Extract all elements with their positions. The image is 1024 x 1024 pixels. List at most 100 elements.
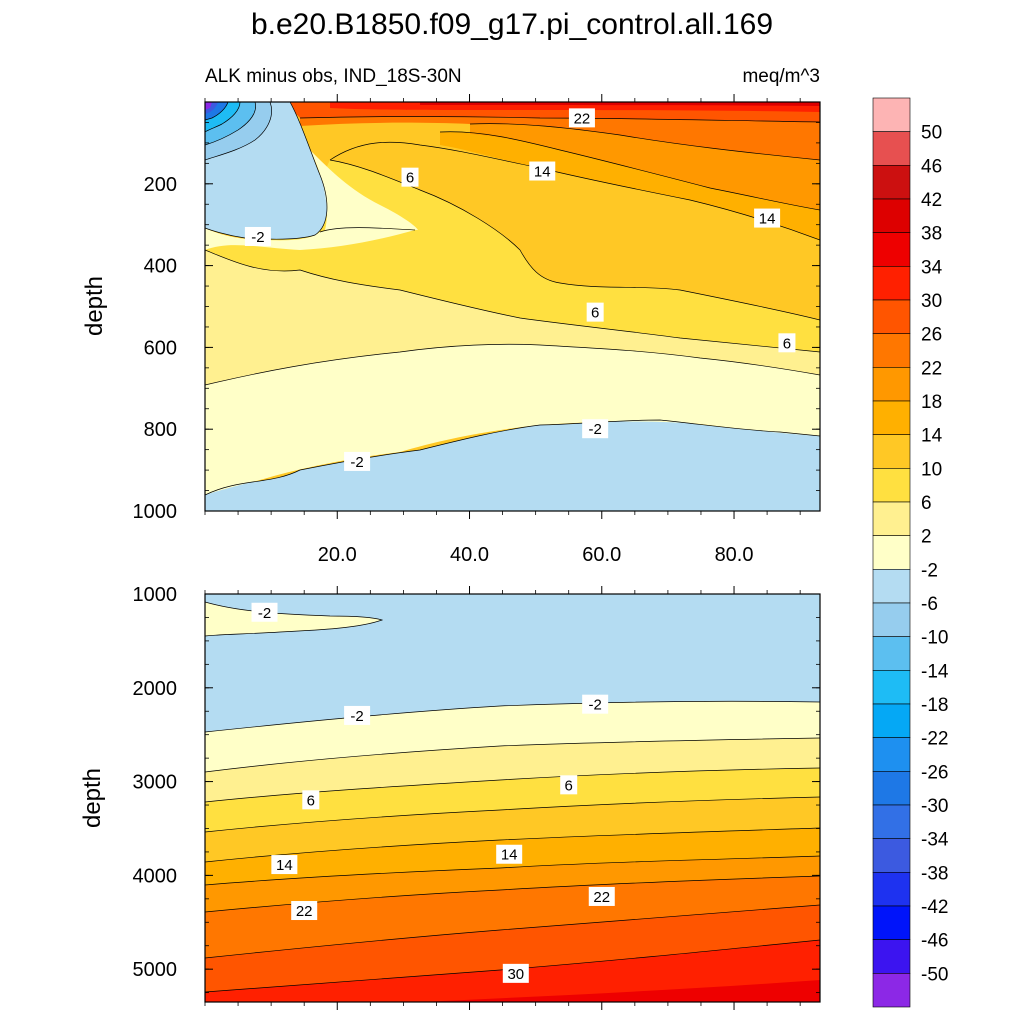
ytick-label: 800 bbox=[144, 419, 177, 441]
contour-label: 6 bbox=[591, 305, 599, 322]
colorbar-swatch bbox=[872, 569, 911, 604]
contour-label: 6 bbox=[783, 335, 791, 352]
colorbar-label: 26 bbox=[921, 325, 942, 346]
top-panel-contours bbox=[205, 102, 820, 511]
colorbar-swatch bbox=[872, 670, 911, 705]
colorbar-label: -26 bbox=[921, 762, 948, 783]
ytick-label: 400 bbox=[144, 256, 177, 278]
contour-label-box bbox=[244, 226, 271, 246]
ytick-label: 1000 bbox=[133, 584, 178, 606]
colorbar-label: 38 bbox=[921, 224, 942, 245]
colorbar-swatch bbox=[872, 367, 911, 402]
colorbar-label: -34 bbox=[921, 830, 949, 851]
contour-label-box bbox=[754, 208, 781, 228]
colorbar-label: 18 bbox=[921, 392, 942, 413]
ytick-label: 1000 bbox=[133, 501, 178, 523]
colorbar-swatch bbox=[872, 165, 911, 200]
colorbar-swatch bbox=[872, 501, 911, 536]
contour-labels: 22 14 6 14 -2 6 6 -2 -2 -2 -2 -2 6 6 14 14 22 22 30 bbox=[244, 108, 796, 983]
contour-label: 6 bbox=[565, 777, 573, 794]
colorbar-swatch bbox=[872, 333, 911, 368]
colorbar-label: 6 bbox=[921, 493, 932, 514]
bottom-panel-contour-lines bbox=[205, 601, 820, 993]
contour-label-box bbox=[586, 302, 604, 322]
colorbar-swatch bbox=[872, 434, 911, 469]
colorbar-swatch bbox=[872, 804, 911, 839]
axis-ticks: 200 400 600 800 1000 20.0 40.0 60.0 80.0 1000 2000… bbox=[133, 94, 820, 1010]
colorbar-swatch bbox=[872, 737, 911, 772]
contour-label: -2 bbox=[251, 229, 264, 246]
colorbar-swatch bbox=[872, 703, 911, 738]
colorbar-label: -6 bbox=[921, 594, 938, 615]
xtick-label: 60.0 bbox=[582, 544, 621, 566]
xtick-label: 80.0 bbox=[715, 544, 754, 566]
colorbar-swatch bbox=[872, 905, 911, 940]
ytick-label: 2000 bbox=[133, 678, 178, 700]
ytick-label: 600 bbox=[144, 337, 177, 359]
contour-label-box bbox=[344, 705, 371, 725]
colorbar-label: 2 bbox=[921, 527, 932, 548]
colorbar-swatch bbox=[872, 636, 911, 671]
contour-label-box bbox=[302, 790, 320, 810]
contour-label: 14 bbox=[501, 847, 518, 864]
contour-label-box bbox=[778, 333, 796, 353]
colorbar-label: -10 bbox=[921, 628, 948, 649]
bottom-ylabel: depth bbox=[79, 768, 106, 828]
contour-label: 6 bbox=[406, 170, 414, 187]
contour-label: 22 bbox=[296, 903, 313, 920]
colorbar-label: -46 bbox=[921, 931, 948, 952]
contour-label-box bbox=[251, 602, 278, 622]
colorbar-label: 14 bbox=[921, 426, 943, 447]
contour-label: -2 bbox=[350, 708, 363, 725]
contour-label-box bbox=[582, 694, 609, 714]
xtick-label: 40.0 bbox=[450, 544, 489, 566]
contour-label: -2 bbox=[588, 697, 601, 714]
bottom-panel-frame bbox=[204, 593, 821, 1003]
colorbar-swatch bbox=[872, 838, 911, 873]
colorbar-label: 46 bbox=[921, 156, 942, 177]
colorbar-swatch bbox=[872, 198, 911, 233]
colorbar-swatch bbox=[872, 266, 911, 301]
colorbar-label: -42 bbox=[921, 897, 948, 918]
xtick-label: 20.0 bbox=[318, 544, 357, 566]
contour-label: -2 bbox=[350, 454, 363, 471]
contour-label: 6 bbox=[307, 792, 315, 809]
colorbar-label: -38 bbox=[921, 863, 948, 884]
ytick-label: 200 bbox=[144, 174, 177, 196]
bottom-panel-contours bbox=[205, 594, 820, 1002]
ytick-label: 3000 bbox=[133, 772, 178, 794]
colorbar-label: -30 bbox=[921, 796, 948, 817]
colorbar-label: 34 bbox=[921, 257, 943, 278]
contour-label-box bbox=[568, 108, 595, 128]
colorbar-label: -18 bbox=[921, 695, 948, 716]
colorbar-swatch bbox=[872, 771, 911, 806]
top-ylabel: depth bbox=[81, 276, 108, 336]
colorbar-label: 22 bbox=[921, 358, 942, 379]
colorbar-label: 42 bbox=[921, 190, 942, 211]
contour-label-box bbox=[291, 901, 318, 921]
contour-label: 14 bbox=[759, 211, 776, 228]
contour-label-box bbox=[529, 161, 556, 181]
contour-label-box bbox=[582, 419, 609, 439]
colorbar-swatch bbox=[872, 973, 911, 1008]
colorbar-swatch bbox=[872, 468, 911, 503]
contour-label-box bbox=[271, 855, 298, 875]
contour-label: 14 bbox=[276, 857, 293, 874]
contour-label-box bbox=[560, 775, 578, 795]
colorbar-swatch bbox=[872, 602, 911, 637]
contour-label-box bbox=[496, 844, 523, 864]
contour-label-box bbox=[502, 963, 529, 983]
colorbar-swatch bbox=[872, 232, 911, 267]
colorbar-label: -50 bbox=[921, 964, 948, 985]
colorbar-label: -14 bbox=[921, 661, 949, 682]
ytick-label: 4000 bbox=[133, 865, 178, 887]
chart-title: b.e20.B1850.f09_g17.pi_control.all.169 bbox=[251, 8, 773, 41]
colorbar-swatch bbox=[872, 131, 911, 166]
contour-label: 22 bbox=[574, 110, 591, 127]
colorbar-label: 10 bbox=[921, 459, 942, 480]
contour-label-box bbox=[344, 451, 371, 471]
chart-subtitle: ALK minus obs, IND_18S-30N bbox=[205, 66, 462, 87]
top-panel-contour-lines bbox=[205, 102, 820, 496]
colorbar-label: 30 bbox=[921, 291, 942, 312]
